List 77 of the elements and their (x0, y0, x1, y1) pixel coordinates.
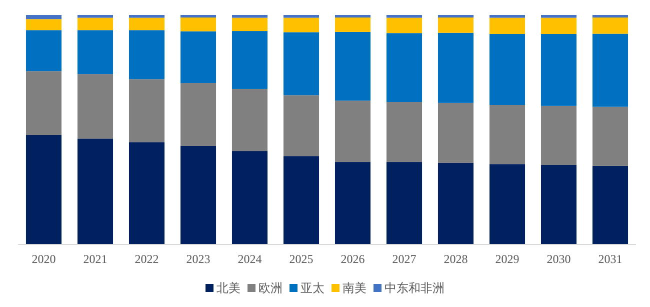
bar (592, 166, 628, 244)
bar (592, 106, 628, 166)
x-tick-label: 2025 (289, 252, 314, 266)
legend-label: 欧洲 (258, 281, 282, 295)
bar (489, 104, 526, 164)
bar (334, 18, 371, 32)
bar (283, 32, 320, 96)
bar (386, 15, 422, 18)
bar (77, 138, 114, 244)
x-tick-label: 2027 (392, 252, 416, 266)
bar (180, 31, 216, 84)
bar (438, 102, 474, 163)
bar (386, 18, 422, 34)
bar (334, 15, 371, 18)
bar (438, 162, 474, 244)
bar (540, 164, 577, 244)
bar (540, 34, 577, 106)
bar (334, 162, 371, 244)
bar (489, 18, 526, 34)
bar (438, 15, 474, 18)
bar (489, 15, 526, 18)
legend-label: 北美 (216, 281, 240, 295)
bar (77, 18, 114, 30)
bar (386, 162, 422, 244)
bar (128, 18, 165, 30)
bar (283, 15, 320, 18)
bar (540, 106, 577, 165)
x-tick-label: 2021 (83, 252, 108, 266)
bar (232, 18, 268, 32)
bar (283, 95, 320, 156)
bar (489, 34, 526, 105)
bar (438, 18, 474, 33)
bar (77, 74, 114, 139)
bar (489, 164, 526, 244)
bar (26, 134, 62, 244)
bar (128, 15, 165, 18)
bar (232, 15, 268, 18)
bar (592, 15, 628, 18)
bar (232, 88, 268, 152)
x-tick-label: 2024 (238, 252, 262, 266)
bar (128, 79, 165, 142)
legend-label: 中东和非洲 (384, 281, 444, 295)
legend-label: 亚太 (300, 281, 324, 295)
x-tick-label: 2023 (186, 252, 210, 266)
bar (283, 156, 320, 244)
bar (77, 30, 114, 74)
bar (540, 15, 577, 18)
bar (128, 30, 165, 80)
bar (180, 15, 216, 18)
bar (386, 33, 422, 102)
bar (592, 34, 628, 107)
bar (232, 31, 268, 89)
x-tick-label: 2030 (546, 252, 571, 266)
x-tick-label: 2022 (134, 252, 159, 266)
x-tick-label: 2031 (598, 252, 622, 266)
bar (540, 18, 577, 34)
x-tick-label: 2020 (32, 252, 56, 266)
bar (386, 102, 422, 162)
bar (180, 83, 216, 146)
bar (438, 32, 474, 103)
bar (26, 15, 62, 20)
bar (180, 18, 216, 32)
bar (128, 142, 165, 244)
bar (26, 71, 62, 135)
bar (334, 32, 371, 101)
bar (592, 18, 628, 34)
x-tick-label: 2026 (340, 252, 365, 266)
x-tick-label: 2028 (444, 252, 468, 266)
x-tick-label: 2029 (495, 252, 520, 266)
bar (77, 15, 114, 18)
bar (334, 100, 371, 162)
bar (26, 19, 62, 30)
bar (180, 146, 216, 244)
bar (283, 18, 320, 32)
bar (26, 30, 62, 72)
legend-label: 南美 (342, 281, 366, 295)
bar (232, 151, 268, 244)
